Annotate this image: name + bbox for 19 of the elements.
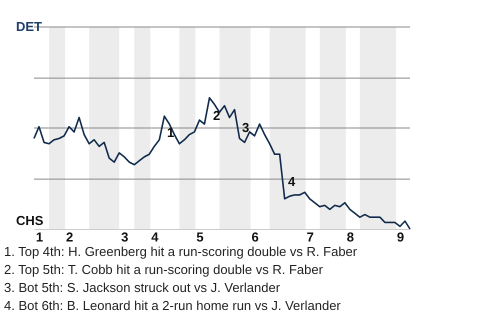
x-tick-label: 8 (346, 230, 354, 244)
text: 2. Top 5th: T. Cobb hit a run-scoring double vs R. Faber (4, 262, 324, 277)
text: 4. Bot 6th: B. Leonard hit a 2-run home run vs J. Verlander (4, 298, 342, 313)
x-tick-label: 7 (306, 230, 314, 244)
annotation: 3 (242, 120, 250, 135)
annotation: 1 (167, 125, 174, 140)
annotation: 4 (288, 174, 296, 189)
text: DET (16, 19, 42, 34)
x-tick-label: 2 (66, 230, 74, 244)
x-tick-label: 9 (396, 230, 404, 244)
annotation: CHS (16, 213, 44, 228)
x-tick-label: 5 (196, 230, 204, 244)
text: 3. Bot 5th: S. Jackson struck out vs J. Verlander (4, 280, 281, 295)
x-tick-label: 4 (151, 230, 160, 244)
x-tick-label: 1 (36, 230, 44, 244)
text: 1. Top 4th: H. Greenberg hit a run-scoring double vs R. Faber (4, 244, 358, 259)
x-tick-label: 6 (251, 230, 259, 244)
annotation: 2 (213, 108, 220, 123)
x-tick-label: 3 (121, 230, 128, 244)
